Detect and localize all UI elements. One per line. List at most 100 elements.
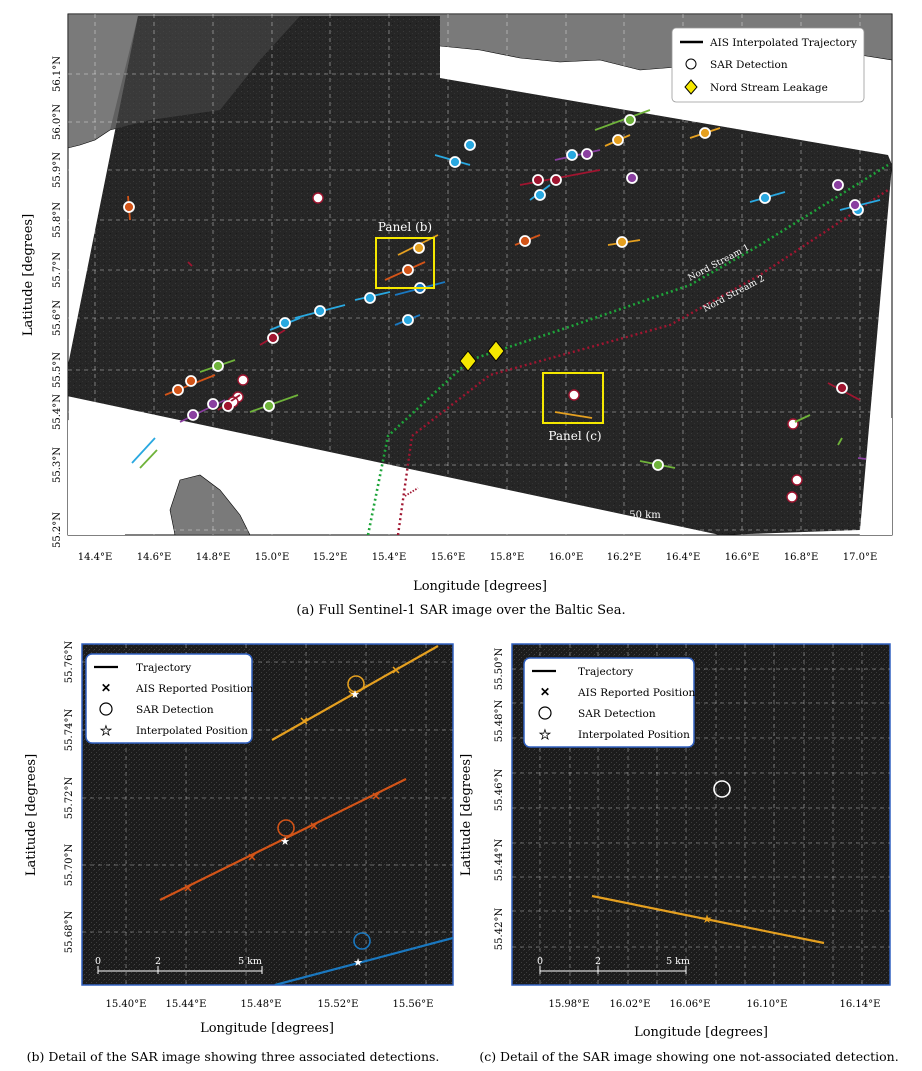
svg-text:16.4°E: 16.4°E — [666, 552, 701, 563]
svg-text:55.68°N: 55.68°N — [64, 911, 75, 954]
interp-star: ★ — [702, 912, 713, 926]
svg-text:Trajectory: Trajectory — [578, 666, 633, 678]
svg-text:55.42°N: 55.42°N — [494, 908, 505, 951]
legend-a-leak: Nord Stream Leakage — [710, 82, 828, 94]
sar-detection — [353, 932, 371, 950]
ais-x-marker: ✕ — [247, 851, 256, 864]
svg-text:55.2°N: 55.2°N — [52, 512, 63, 548]
scalebar-a-20: 20 — [499, 510, 512, 521]
interp-star: ★ — [353, 956, 363, 969]
caption-b: (b) Detail of the SAR image showing thre… — [26, 1049, 440, 1064]
sar-detection — [713, 780, 731, 798]
svg-text:15.40°E: 15.40°E — [106, 999, 147, 1010]
legend-circle-icon — [99, 702, 113, 716]
panel-a: 0 20 50 km Panel (b) Panel (c) Nord Stre… — [21, 13, 893, 594]
xlabel-a: Longitude [degrees] — [413, 579, 547, 594]
svg-text:55.8°N: 55.8°N — [52, 202, 63, 238]
svg-text:55.46°N: 55.46°N — [494, 769, 505, 812]
svg-text:16.06°E: 16.06°E — [670, 999, 711, 1010]
ship-detections — [123, 109, 881, 503]
svg-text:16.8°E: 16.8°E — [784, 552, 819, 563]
legend-a: AIS Interpolated Trajectory SAR Detectio… — [671, 27, 865, 103]
svg-text:Interpolated Position: Interpolated Position — [136, 725, 248, 737]
svg-text:55.44°N: 55.44°N — [494, 839, 505, 882]
svg-text:56.1°N: 56.1°N — [52, 56, 63, 92]
xticks-a: 14.4°E 14.6°E 14.8°E 15.0°E 15.2°E 15.4°… — [78, 552, 878, 563]
ylabel-c: Latitude [degrees] — [459, 754, 474, 876]
xticks-c: 15.98°E 16.02°E 16.06°E 16.10°E 16.14°E — [549, 999, 881, 1010]
legend-circle-icon — [538, 706, 552, 720]
legend-diamond-icon — [684, 79, 698, 95]
svg-text:Interpolated Position: Interpolated Position — [578, 729, 690, 741]
svg-text:55.74°N: 55.74°N — [64, 709, 75, 752]
svg-text:15.8°E: 15.8°E — [490, 552, 525, 563]
svg-text:AIS Reported Position: AIS Reported Position — [577, 687, 696, 699]
scalebar-c — [539, 966, 687, 974]
interp-star: ★ — [350, 688, 360, 701]
caption-a: (a) Full Sentinel-1 SAR image over the B… — [296, 603, 626, 618]
legend-x-icon: ✕ — [101, 681, 111, 695]
scalebar-a-50: 50 km — [629, 510, 661, 521]
svg-text:14.8°E: 14.8°E — [196, 552, 231, 563]
land-southwest — [68, 420, 125, 535]
xlabel-b: Longitude [degrees] — [200, 1021, 334, 1036]
scalebar-a-0: 0 — [410, 510, 416, 521]
svg-text:16.02°E: 16.02°E — [610, 999, 651, 1010]
svg-text:15.44°E: 15.44°E — [166, 999, 207, 1010]
svg-text:16.10°E: 16.10°E — [747, 999, 788, 1010]
panel-c-box — [542, 372, 604, 424]
svg-text:15.4°E: 15.4°E — [372, 552, 407, 563]
svg-text:55.76°N: 55.76°N — [64, 641, 75, 684]
caption-c: (c) Detail of the SAR image showing one … — [479, 1049, 899, 1064]
yticks-b: 55.68°N 55.70°N 55.72°N 55.74°N 55.76°N — [64, 641, 75, 954]
svg-text:16.0°E: 16.0°E — [549, 552, 584, 563]
svg-text:14.6°E: 14.6°E — [137, 552, 172, 563]
svg-text:15.6°E: 15.6°E — [431, 552, 466, 563]
grid-a — [68, 14, 892, 535]
ais-x-marker: ✕ — [309, 820, 318, 833]
xlabel-c: Longitude [degrees] — [634, 1025, 768, 1040]
svg-text:SAR Detection: SAR Detection — [578, 708, 656, 720]
scalebar-b-2: 2 — [155, 956, 161, 967]
svg-text:55.9°N: 55.9°N — [52, 152, 63, 188]
svg-text:55.7°N: 55.7°N — [52, 252, 63, 288]
legend-a-sar: SAR Detection — [710, 59, 788, 71]
svg-text:16.6°E: 16.6°E — [725, 552, 760, 563]
svg-text:55.4°N: 55.4°N — [52, 394, 63, 430]
yticks-c: 55.42°N 55.44°N 55.46°N 55.48°N 55.50°N — [494, 648, 505, 951]
legend-x-icon: ✕ — [540, 685, 550, 699]
trajectory-orange-c — [591, 894, 825, 945]
svg-text:55.72°N: 55.72°N — [64, 777, 75, 820]
legend-star-icon: ★ — [100, 724, 112, 739]
scalebar-b-5: 5 km — [238, 956, 262, 967]
legend-c: Trajectory ✕ AIS Reported Position SAR D… — [523, 657, 696, 748]
scalebar-b-0: 0 — [95, 956, 101, 967]
svg-text:55.5°N: 55.5°N — [52, 352, 63, 388]
scalebar-c-0: 0 — [537, 956, 543, 967]
svg-text:55.6°N: 55.6°N — [52, 300, 63, 336]
scalebar-b — [97, 966, 263, 974]
panel-c: ★ 0 2 5 km Trajectory ✕ AIS Reported Pos… — [459, 643, 891, 1040]
legend-a-trajectory: AIS Interpolated Trajectory — [709, 37, 857, 49]
svg-text:55.3°N: 55.3°N — [52, 447, 63, 483]
panel-b-box — [375, 237, 435, 289]
svg-text:17.0°E: 17.0°E — [843, 552, 878, 563]
svg-text:56.0°N: 56.0°N — [52, 104, 63, 140]
xticks-b: 15.40°E 15.44°E 15.48°E 15.52°E 15.56°E — [106, 999, 434, 1010]
svg-text:55.50°N: 55.50°N — [494, 648, 505, 691]
ais-x-marker: ✕ — [347, 688, 356, 701]
svg-text:14.4°E: 14.4°E — [78, 552, 113, 563]
sar-detection — [277, 819, 295, 837]
scalebar-c-5: 5 km — [666, 956, 690, 967]
ylabel-b: Latitude [degrees] — [24, 754, 39, 876]
panel-b: ✕ ✕ ✕ ★ ✕ ✕ ✕ ✕ ★ ★ 0 2 5 km — [24, 641, 454, 1036]
legend-b: Trajectory ✕ AIS Reported Position SAR D… — [85, 653, 254, 744]
svg-text:SAR Detection: SAR Detection — [136, 704, 214, 716]
nord-stream-1-line — [366, 163, 889, 535]
trajectory-red-orange — [159, 778, 407, 901]
svg-text:16.2°E: 16.2°E — [607, 552, 642, 563]
interp-star: ★ — [280, 835, 290, 848]
svg-text:Trajectory: Trajectory — [136, 662, 191, 674]
svg-text:55.70°N: 55.70°N — [64, 844, 75, 887]
